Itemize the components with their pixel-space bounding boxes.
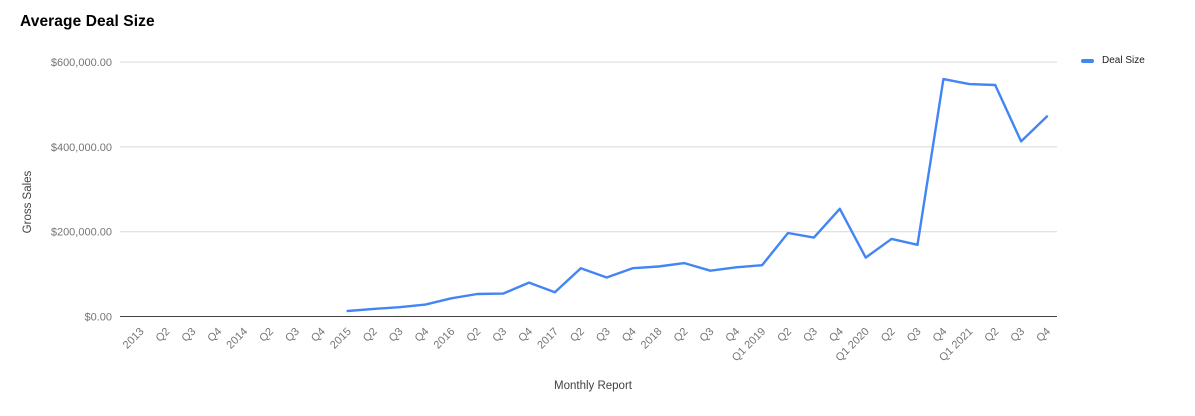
x-tick-label: Q4 xyxy=(931,326,950,345)
x-tick-label: Q4 xyxy=(620,326,639,345)
x-tick-label: Q4 xyxy=(516,326,535,345)
x-tick-label: Q2 xyxy=(257,326,276,345)
x-tick-label: Q2 xyxy=(672,326,691,345)
x-tick-label: Q2 xyxy=(361,326,380,345)
y-tick-label: $400,000.00 xyxy=(51,142,112,154)
x-tick-label: Q4 xyxy=(827,326,846,345)
y-tick-label: $0.00 xyxy=(84,312,112,324)
x-tick-label: 2015 xyxy=(328,326,354,352)
x-tick-label: Q2 xyxy=(982,326,1001,345)
x-tick-label: Q4 xyxy=(413,326,432,345)
x-tick-label: Q4 xyxy=(723,326,742,345)
x-tick-label: Q3 xyxy=(387,326,406,345)
x-tick-label: Q3 xyxy=(180,326,199,345)
x-tick-label: Q2 xyxy=(775,326,794,345)
x-tick-label: Q2 xyxy=(464,326,483,345)
x-tick-label: Q2 xyxy=(568,326,587,345)
x-tick-label: Q4 xyxy=(205,326,224,345)
series-line-deal-size[interactable] xyxy=(346,77,1049,313)
x-tick-label: Q3 xyxy=(905,326,924,345)
x-tick-label: Q4 xyxy=(309,326,328,345)
legend-label: Deal Size xyxy=(1102,55,1145,66)
y-axis-title: Gross Sales xyxy=(22,170,34,234)
x-tick-label: Q4 xyxy=(1034,326,1053,345)
x-tick-label: 2018 xyxy=(639,326,665,352)
x-tick-label: Q3 xyxy=(594,326,613,345)
x-tick-label: 2014 xyxy=(224,326,250,352)
x-tick-label: 2016 xyxy=(432,326,458,352)
x-tick-label: Q3 xyxy=(698,326,717,345)
x-tick-label: Q2 xyxy=(879,326,898,345)
x-tick-label: 2013 xyxy=(121,326,147,352)
y-tick-label: $600,000.00 xyxy=(51,57,112,69)
chart-title: Average Deal Size xyxy=(20,13,155,30)
x-tick-label: Q3 xyxy=(801,326,820,345)
x-tick-label: Q2 xyxy=(154,326,173,345)
x-tick-label: 2017 xyxy=(535,326,561,352)
x-tick-label: Q3 xyxy=(283,326,302,345)
legend-swatch-icon xyxy=(1081,58,1094,63)
x-tick-label: Q3 xyxy=(490,326,509,345)
legend-item-deal-size[interactable]: Deal Size xyxy=(1081,55,1145,66)
x-axis-title: Monthly Report xyxy=(554,380,632,392)
y-tick-label: $200,000.00 xyxy=(51,227,112,239)
x-tick-label: Q3 xyxy=(1008,326,1027,345)
